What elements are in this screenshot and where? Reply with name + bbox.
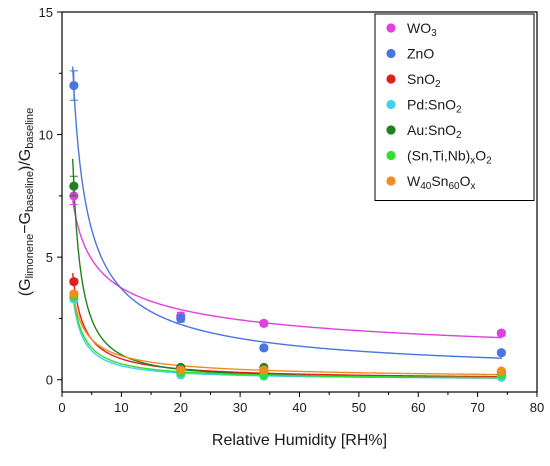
legend: WO3 ZnO SnO2 Pd:SnO2 Au:SnO2 (Sn,Ti,Nb)xO2 W40… [374,13,535,201]
legend-label-sn-ti-nb-xo2: (Sn,Ti,Nb)xO2 [407,148,492,167]
data-point-zno [496,348,506,358]
legend-label-pd-sno2: Pd:SnO2 [407,97,462,116]
x-tick-label: 0 [58,400,65,415]
fit-curve-wo3 [71,200,502,339]
data-point-w40sn60ox [69,289,79,299]
y-tick-label: 0 [46,373,53,388]
legend-marker-sn-ti-nb-xo2 [386,150,396,161]
legend-marker-pd-sno2 [386,99,396,110]
data-point-wo3 [496,328,506,338]
data-point-wo3 [259,318,269,328]
data-point-w40sn60ox [496,366,506,376]
x-tick-label: 20 [174,400,188,415]
legend-label-sno2: SnO2 [407,71,441,90]
legend-label-w40sn60ox: W40Sn60Ox [407,173,475,192]
legend-label-au-sno2: Au:SnO2 [407,122,462,141]
data-point-zno [259,343,269,353]
data-point-w40sn60ox [176,365,186,375]
legend-marker-w40sn60ox [386,176,396,186]
x-tick-label: 70 [470,400,484,415]
x-tick-label: 80 [530,400,544,415]
legend-box [374,13,535,201]
x-tick-label: 40 [292,400,306,415]
legend-label-zno: ZnO [407,46,434,62]
y-tick-label: 10 [39,128,53,143]
legend-marker-sno2 [386,74,396,84]
legend-marker-wo3 [386,23,396,33]
legend-marker-au-sno2 [386,125,396,135]
data-point-w40sn60ox [259,365,269,375]
x-tick-label: 60 [411,400,425,415]
x-axis-ticks: 0 10 20 30 40 50 60 70 80 [58,392,544,415]
x-tick-label: 10 [114,400,128,415]
y-axis-label: (Glimonene−Gbaseline)/Gbaseline [17,108,36,296]
x-axis-label: Relative Humidity [RH%] [212,432,387,449]
x-tick-label: 50 [352,400,366,415]
y-axis-ticks: 0 5 10 15 [39,5,62,388]
data-points [69,70,506,382]
data-point-au-sno2 [69,181,79,191]
legend-label-wo3: WO3 [407,20,437,39]
fit-curve-w40sn60ox [72,291,502,376]
fit-curve-sno2 [71,273,502,378]
legend-marker-zno [386,48,396,59]
x-tick-label: 30 [233,400,247,415]
data-point-sno2 [69,277,79,287]
y-tick-label: 15 [39,5,53,20]
data-point-zno [176,313,186,324]
fit-curves [71,66,502,379]
fit-curve-zno [71,66,502,359]
y-tick-label: 5 [46,250,53,265]
fit-curve-pd-sno2 [71,295,502,379]
data-point-zno [69,80,79,91]
fit-curve-sn-ti-nb-xo2 [71,291,502,379]
